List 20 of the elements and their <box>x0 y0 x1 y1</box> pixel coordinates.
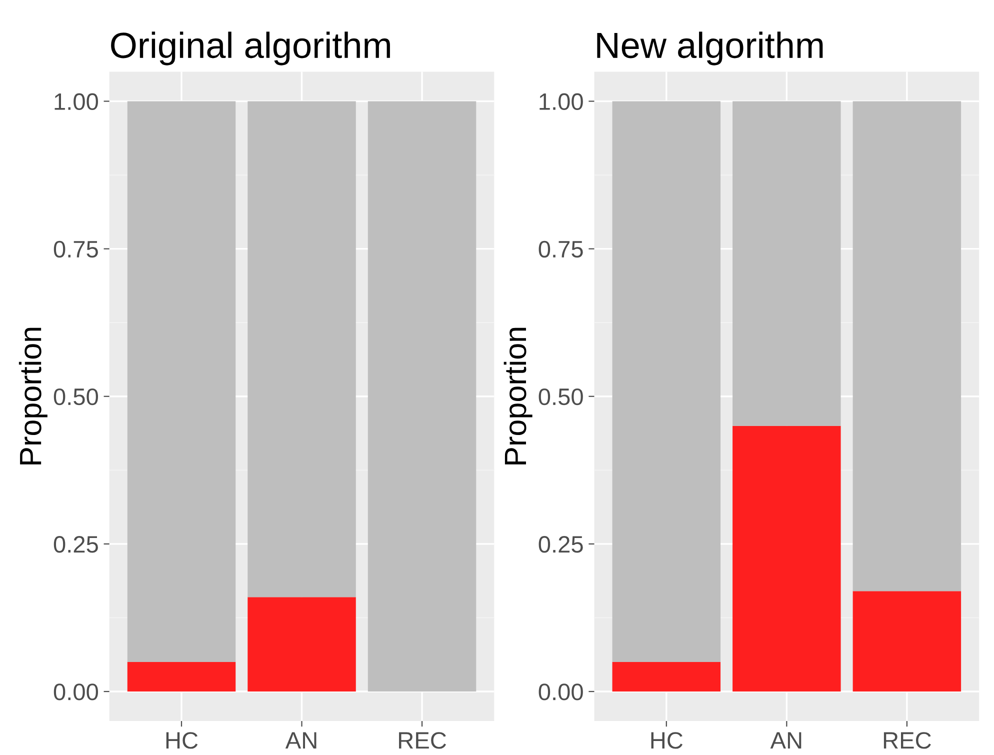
chart-title: New algorithm <box>597 32 823 66</box>
y-tick-label: 0.75 <box>54 240 98 258</box>
x-tick-label: HC <box>166 732 198 749</box>
x-tick-label: REC <box>399 732 446 749</box>
y-tick-label: 0.50 <box>538 388 583 406</box>
chart-title: Original algorithm <box>111 32 390 66</box>
y-tick-label: 0.25 <box>538 536 583 553</box>
x-tick-label: HC <box>651 732 683 749</box>
y-tick-label: 1.00 <box>540 93 583 110</box>
y-axis-title: Proportion <box>18 328 48 464</box>
y-tick-label: 0.00 <box>538 684 583 700</box>
x-tick-label: REC <box>884 732 931 749</box>
y-tick-label: 0.25 <box>54 536 98 553</box>
y-tick-label: 0.00 <box>54 684 98 700</box>
x-tick-label: AN <box>770 732 802 749</box>
y-axis-title: Proportion <box>504 328 532 464</box>
y-tick-label: 0.50 <box>54 388 98 406</box>
y-tick-label: 1.00 <box>54 93 98 110</box>
x-tick-label: AN <box>285 732 316 749</box>
y-tick-label: 0.75 <box>538 240 583 258</box>
